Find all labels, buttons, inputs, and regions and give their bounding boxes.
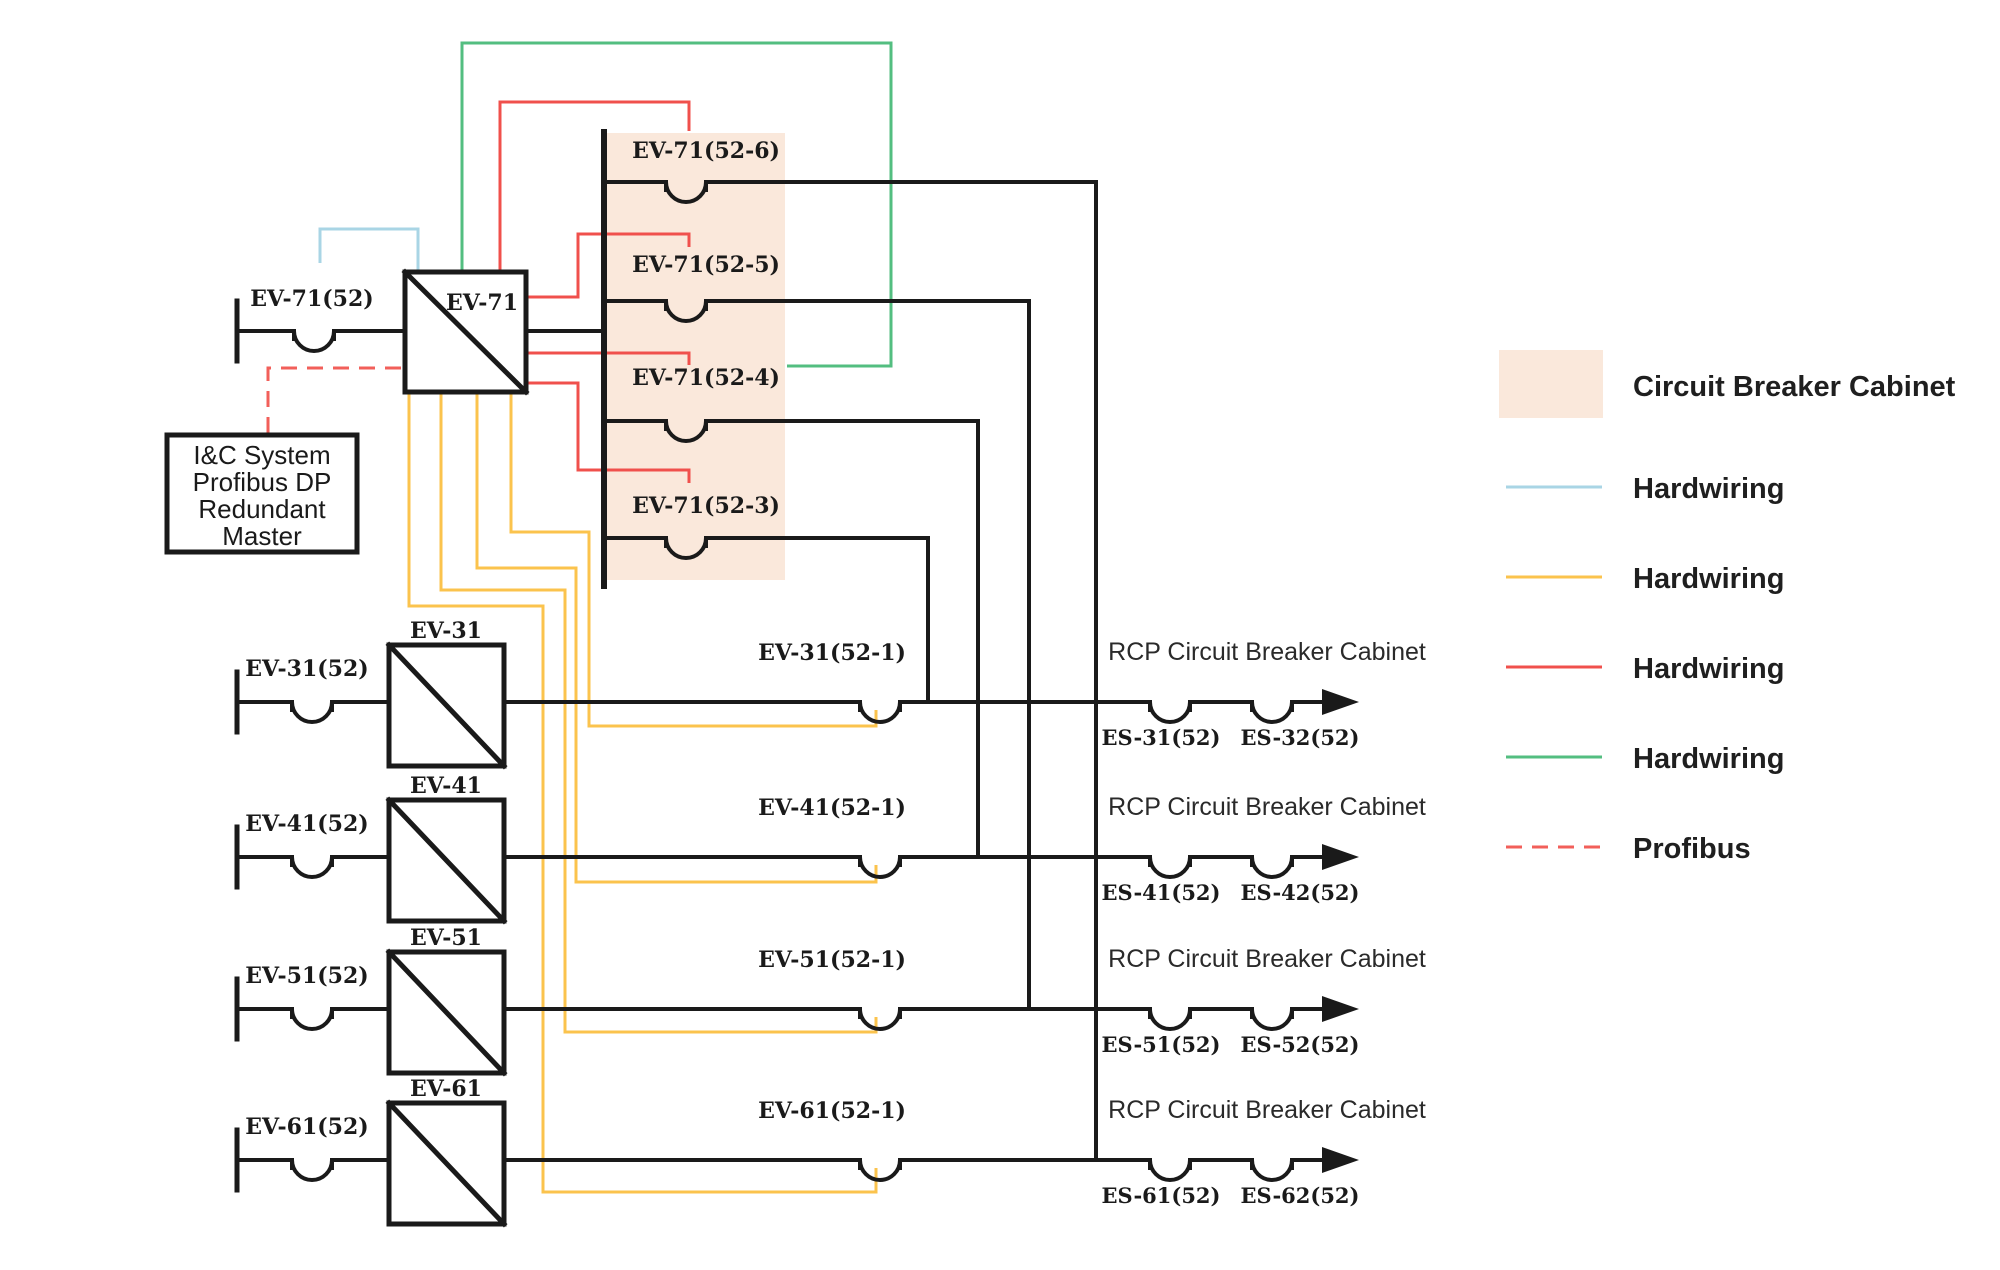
hardwiring-red-wire-52-3 [528,381,691,483]
legend-item-hardwiring-yellow: Hardwiring [1506,563,1784,595]
legend-cabinet-label: Circuit Breaker Cabinet [1633,371,1956,403]
row-ev41-es-left-label: ES-41(52) [1102,880,1221,905]
cabinet-breaker-52-5-label: EV-71(52-5) [632,252,780,278]
legend-cabinet-swatch [1499,350,1603,418]
cabinet-breaker-52-4-label: EV-71(52-4) [632,365,780,391]
row-ev51: EV-51(52) EV-51 EV-51(52-1) RCP Circuit … [234,925,1426,1077]
hardwiring-red-wire-52-5 [528,232,691,299]
row-ev51-line [235,1006,1328,1031]
cabinet-breaker-52-3-line [602,535,930,704]
legend-item-profibus: Profibus [1506,833,1751,865]
cabinet-breaker-52-6: EV-71(52-6) [602,138,1098,1162]
legend-green-label: Hardwiring [1633,743,1784,775]
legend-item-hardwiring-blue: Hardwiring [1506,473,1784,505]
legend-profibus-label: Profibus [1633,833,1751,865]
hardwiring-blue-wire [318,227,420,270]
row-ev31-es-right-label: ES-32(52) [1241,725,1360,750]
row-ev31-breaker-label: EV-31(52) [245,656,368,682]
legend-item-hardwiring-green: Hardwiring [1506,743,1784,775]
row-ev41-breaker-label: EV-41(52) [245,811,368,837]
hardwiring-yellow-wire-row61 [407,394,878,1194]
ic-system-box: I&C System Profibus DP Redundant Master [164,432,360,555]
row-ev61-line [235,1157,1328,1182]
row-ev31-transformer-diagonal [385,641,508,770]
legend-blue-label: Hardwiring [1633,473,1784,505]
row-ev61-es-left-label: ES-61(52) [1102,1183,1221,1208]
row-ev51-transformer-label: EV-51 [410,925,482,951]
cabinet-breaker-52-5: EV-71(52-5) [602,252,1031,1011]
feeder-transformer-diagonal [401,268,530,396]
row-ev31-feed-breaker-label: EV-31(52-1) [758,640,906,666]
cabinet-breaker-52-6-label: EV-71(52-6) [632,138,780,164]
hardwiring-red-wire-52-6 [498,100,691,270]
row-ev31-es-left-label: ES-31(52) [1102,725,1221,750]
row-ev31-cabinet-title: RCP Circuit Breaker Cabinet [1108,638,1426,666]
feeder-line [235,328,606,353]
row-ev51-arrow [1322,996,1359,1022]
feeder-breaker-label: EV-71(52) [250,286,373,312]
hardwiring-wires [266,41,893,1194]
row-ev41-line [235,854,1328,879]
row-ev41-feed-breaker-label: EV-41(52-1) [758,795,906,821]
row-ev31-line [235,699,1328,724]
row-ev51-es-left-label: ES-51(52) [1102,1032,1221,1057]
hardwiring-red-wire-52-4 [528,351,691,365]
row-ev41-cabinet-title: RCP Circuit Breaker Cabinet [1108,793,1426,821]
profibus-wire [266,366,403,433]
row-ev41: EV-41(52) EV-41 EV-41(52-1) RCP Circuit … [234,773,1426,925]
legend-red-label: Hardwiring [1633,653,1784,685]
ic-box-line1: I&C System [193,440,330,470]
row-ev51-transformer-diagonal [385,948,508,1077]
row-ev61-cabinet-title: RCP Circuit Breaker Cabinet [1108,1096,1426,1124]
row-ev61: EV-61(52) EV-61 EV-61(52-1) RCP Circuit … [234,1076,1426,1228]
ic-box-line3: Redundant [198,494,326,524]
row-ev41-arrow [1322,844,1359,870]
row-ev61-arrow [1322,1147,1359,1173]
cabinet-breaker-52-4: EV-71(52-4) [602,365,980,859]
row-ev51-es-right-label: ES-52(52) [1241,1032,1360,1057]
feeder-ev71: EV-71(52) EV-71 [234,268,606,396]
cabinet-breaker-52-4-line [602,418,980,859]
cabinet-breaker-52-6-line [602,179,1098,1162]
row-ev61-transformer-label: EV-61 [410,1076,482,1102]
feeder-transformer-label: EV-71 [446,290,518,316]
hardwiring-yellow-wire-row41 [475,394,878,884]
ic-box-line2: Profibus DP [193,467,332,497]
row-ev51-feed-breaker-label: EV-51(52-1) [758,947,906,973]
row-ev41-es-right-label: ES-42(52) [1241,880,1360,905]
row-ev61-breaker-label: EV-61(52) [245,1114,368,1140]
row-ev31-arrow [1322,689,1359,715]
row-ev31: EV-31(52) EV-31 EV-31(52-1) RCP Circuit … [234,618,1426,770]
row-ev51-cabinet-title: RCP Circuit Breaker Cabinet [1108,945,1426,973]
cabinet-breaker-52-5-line [602,298,1031,1011]
row-ev61-es-right-label: ES-62(52) [1241,1183,1360,1208]
row-ev41-transformer-diagonal [385,796,508,925]
ic-box-frame [164,432,360,555]
legend-item-cabinet: Circuit Breaker Cabinet [1499,350,1956,418]
legend: Circuit Breaker Cabinet Hardwiring Hardw… [1499,350,1956,865]
hardwiring-green-wire [460,41,893,368]
ic-box-line4: Master [222,521,302,551]
row-ev51-breaker-label: EV-51(52) [245,963,368,989]
circuit-breaker-cabinet: EV-71(52-6) EV-71(52-5) EV-71(52-4) EV-7… [601,129,1098,1162]
circuit-breaker-cabinet-area [605,133,785,580]
row-ev61-feed-breaker-label: EV-61(52-1) [758,1098,906,1124]
legend-yellow-label: Hardwiring [1633,563,1784,595]
row-ev61-transformer-diagonal [385,1099,508,1228]
row-ev31-transformer-label: EV-31 [410,618,482,644]
cabinet-breaker-52-3-label: EV-71(52-3) [632,493,780,519]
legend-item-hardwiring-red: Hardwiring [1506,653,1784,685]
row-ev41-transformer-label: EV-41 [410,773,482,799]
cabinet-breaker-52-3: EV-71(52-3) [602,493,930,704]
